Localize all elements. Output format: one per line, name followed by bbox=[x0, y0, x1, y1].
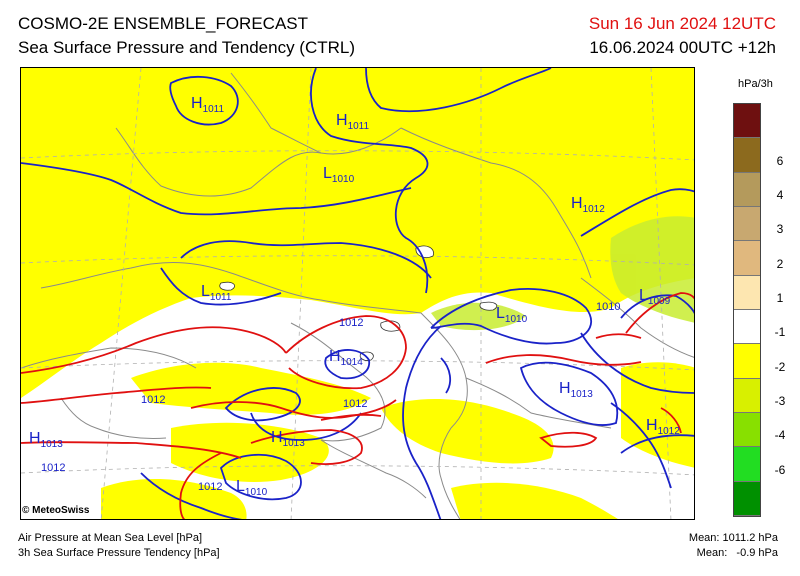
isobar-value-labels: 1012 1012 1012 1010 1012 1012 bbox=[41, 301, 620, 493]
high-1013-south: H1013 bbox=[271, 429, 305, 449]
low-1010-center: L1010 bbox=[496, 305, 528, 325]
legend-swatch bbox=[734, 172, 760, 207]
legend-swatch bbox=[734, 481, 760, 516]
isobars-high bbox=[21, 292, 694, 519]
high-1011-north: H1011 bbox=[336, 112, 370, 132]
high-1012-east: H1012 bbox=[571, 195, 605, 215]
isobar-label: 1012 bbox=[141, 394, 165, 406]
legend-tick-label: 4 bbox=[776, 187, 784, 202]
map-subtitle: Sea Surface Pressure and Tendency (CTRL) bbox=[18, 38, 356, 57]
legend-swatch bbox=[734, 138, 760, 173]
high-1013-southeast: H1013 bbox=[559, 380, 593, 400]
legend-swatch bbox=[734, 104, 760, 139]
legend-swatch bbox=[734, 378, 760, 413]
mean-pressure: Mean: 1011.2 hPa bbox=[688, 532, 778, 544]
map-title: COSMO-2E ENSEMBLE_FORECAST bbox=[18, 14, 309, 33]
isobar-label: 1012 bbox=[339, 317, 363, 329]
mean-tendency: Mean: -0.9 hPa bbox=[696, 547, 778, 559]
legend-tick-label: 3 bbox=[776, 222, 784, 237]
high-1014-center: H1014 bbox=[329, 348, 363, 368]
low-1009-east: L1009 bbox=[639, 287, 671, 307]
isobar-label: 1012 bbox=[343, 398, 367, 410]
low-1010-south: L1010 bbox=[236, 478, 268, 498]
legend-swatch bbox=[734, 344, 760, 379]
legend-swatch bbox=[734, 310, 760, 345]
legend-swatch bbox=[734, 275, 760, 310]
pressure-center-labels: H1011 H1011 L1010 H1012 L1011 L1010 L1009 H1014… bbox=[29, 95, 680, 498]
legend-unit: hPa/3h bbox=[738, 78, 773, 90]
lakes bbox=[219, 245, 498, 361]
high-1013-west: H1013 bbox=[29, 430, 63, 450]
isobar-label: 1012 bbox=[41, 462, 65, 474]
isobars-low bbox=[21, 68, 694, 519]
map-canvas: H1011 H1011 L1010 H1012 L1011 L1010 L1009 H1014… bbox=[21, 68, 694, 519]
legend-tick-label: 1 bbox=[776, 290, 784, 305]
legend-tick-label: 6 bbox=[776, 153, 784, 168]
legend-tick-label: -3 bbox=[774, 393, 786, 408]
run-time: 16.06.2024 00UTC +12h bbox=[589, 38, 776, 57]
low-1010-north: L1010 bbox=[323, 165, 355, 185]
high-1012-southeast: H1012 bbox=[646, 417, 680, 437]
meteoswiss-logo: © MeteoSwiss bbox=[22, 505, 90, 516]
legend-tick-label: -4 bbox=[774, 428, 786, 443]
valid-time: Sun 16 Jun 2024 12UTC bbox=[588, 14, 776, 33]
legend-tick-label: -2 bbox=[774, 359, 786, 374]
legend-tick-label: -1 bbox=[774, 325, 786, 340]
forecast-map: H1011 H1011 L1010 H1012 L1011 L1010 L1009 H1014… bbox=[20, 67, 695, 520]
legend-tick-label: 2 bbox=[776, 256, 784, 271]
footer-shading-label: 3h Sea Surface Pressure Tendency [hPa] bbox=[18, 547, 220, 559]
tendency-fill-yellow bbox=[21, 68, 694, 519]
legend-swatch bbox=[734, 241, 760, 276]
isobar-label: 1010 bbox=[596, 301, 620, 313]
tendency-legend bbox=[733, 103, 761, 517]
legend-tick-label: -6 bbox=[774, 462, 786, 477]
legend-swatch bbox=[734, 413, 760, 448]
legend-swatch bbox=[734, 207, 760, 242]
lat-lon-grid bbox=[21, 68, 694, 519]
footer-field-label: Air Pressure at Mean Sea Level [hPa] bbox=[18, 532, 203, 544]
low-1011-west: L1011 bbox=[201, 283, 232, 303]
high-1011-nw: H1011 bbox=[191, 95, 225, 115]
legend-swatch bbox=[734, 447, 760, 482]
isobar-label: 1012 bbox=[198, 481, 222, 493]
